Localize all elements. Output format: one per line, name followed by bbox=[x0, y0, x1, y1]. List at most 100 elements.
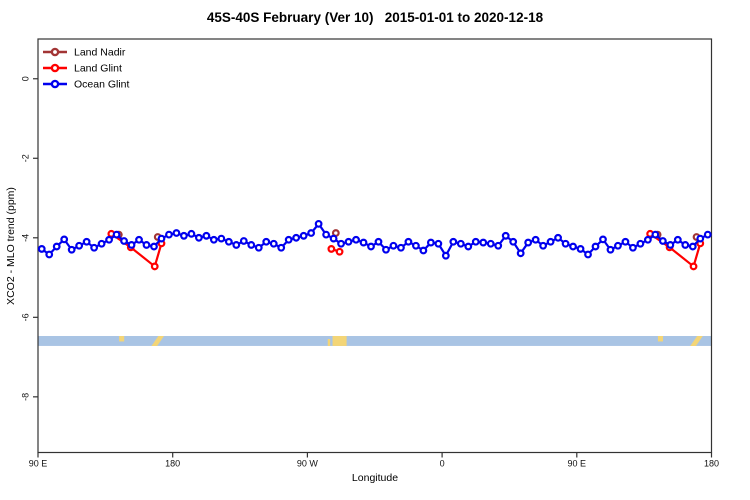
legend-marker bbox=[50, 63, 60, 73]
data-point bbox=[509, 237, 518, 246]
data-point bbox=[621, 237, 630, 246]
data-point bbox=[546, 237, 555, 246]
data-point bbox=[569, 242, 577, 251]
data-point bbox=[591, 242, 600, 251]
x-axis-label: Longitude bbox=[351, 472, 399, 484]
land-patch bbox=[690, 336, 703, 346]
data-point bbox=[389, 241, 398, 250]
y-tick-label: -4 bbox=[21, 234, 31, 242]
data-point bbox=[299, 231, 308, 240]
data-point bbox=[165, 230, 173, 239]
legend-marker bbox=[50, 47, 60, 57]
data-point bbox=[322, 230, 331, 239]
data-point bbox=[397, 243, 405, 252]
map-band bbox=[38, 336, 712, 346]
data-point bbox=[352, 235, 360, 244]
data-point bbox=[456, 239, 465, 248]
data-point bbox=[269, 239, 278, 248]
data-point bbox=[359, 238, 368, 247]
data-point bbox=[576, 245, 585, 253]
data-point bbox=[135, 235, 143, 244]
data-point bbox=[434, 239, 443, 248]
y-tick-label: -6 bbox=[21, 313, 31, 321]
data-point bbox=[561, 239, 570, 248]
data-point bbox=[52, 242, 61, 251]
data-point bbox=[486, 239, 495, 248]
legend-item: Land Nadir bbox=[43, 47, 126, 59]
data-point bbox=[419, 246, 428, 255]
data-point bbox=[247, 241, 256, 249]
data-point bbox=[681, 241, 690, 249]
data-point bbox=[314, 219, 323, 228]
data-point bbox=[643, 235, 652, 244]
data-point bbox=[284, 235, 293, 244]
y-tick-label: 0 bbox=[21, 76, 31, 81]
data-point bbox=[516, 249, 525, 258]
data-point bbox=[127, 241, 136, 249]
data-point bbox=[142, 241, 151, 249]
data-point bbox=[75, 241, 84, 250]
data-point bbox=[464, 242, 473, 251]
x-tick-label: 180 bbox=[704, 459, 719, 469]
data-point bbox=[239, 237, 248, 245]
data-point bbox=[426, 238, 435, 247]
data-point bbox=[307, 229, 316, 237]
plot-box bbox=[37, 38, 713, 454]
legend-marker bbox=[50, 79, 60, 89]
data-point bbox=[696, 234, 705, 243]
data-point bbox=[335, 247, 344, 256]
data-point bbox=[614, 241, 622, 250]
data-point bbox=[224, 237, 233, 246]
data-point bbox=[688, 242, 697, 251]
data-point bbox=[524, 238, 533, 247]
data-point bbox=[37, 245, 46, 253]
data-point bbox=[67, 245, 76, 254]
data-point bbox=[374, 237, 383, 246]
legend-item-label: Land Nadir bbox=[74, 47, 126, 59]
x-tick-label: 180 bbox=[165, 459, 180, 469]
data-point bbox=[651, 230, 660, 239]
land-patch bbox=[657, 336, 664, 342]
data-point bbox=[105, 235, 113, 244]
data-point bbox=[344, 237, 353, 246]
data-point bbox=[172, 229, 181, 237]
data-point bbox=[449, 237, 458, 246]
data-point bbox=[539, 241, 548, 250]
data-point bbox=[60, 235, 69, 244]
ocean-glint-series bbox=[37, 219, 712, 260]
legend: Land Nadir Land Glint Ocean Glint bbox=[43, 47, 130, 91]
x-tick-label: 90 E bbox=[568, 459, 587, 469]
y-tick-label: -8 bbox=[21, 393, 31, 401]
x-tick-label: 0 bbox=[440, 459, 445, 469]
data-point bbox=[636, 239, 645, 248]
data-point bbox=[606, 245, 615, 254]
data-point bbox=[584, 250, 592, 259]
data-point bbox=[599, 235, 607, 244]
data-point bbox=[471, 237, 480, 246]
data-point bbox=[404, 237, 413, 246]
data-point bbox=[217, 234, 226, 243]
data-point bbox=[327, 245, 336, 253]
data-point bbox=[180, 231, 188, 240]
data-point bbox=[150, 262, 159, 271]
data-point bbox=[187, 229, 196, 238]
land-patch bbox=[327, 338, 331, 346]
data-point bbox=[329, 234, 338, 243]
land-patch bbox=[332, 336, 347, 346]
data-point bbox=[90, 243, 99, 252]
data-point bbox=[232, 241, 241, 249]
data-point bbox=[703, 230, 712, 239]
data-point bbox=[441, 251, 450, 260]
legend-item-label: Ocean Glint bbox=[74, 79, 130, 91]
data-point bbox=[412, 241, 420, 250]
data-point bbox=[666, 241, 675, 249]
data-point bbox=[112, 230, 121, 239]
data-point bbox=[501, 231, 510, 240]
data-point bbox=[337, 239, 345, 248]
data-point bbox=[277, 243, 286, 252]
data-point bbox=[658, 237, 667, 245]
legend-item-label: Land Glint bbox=[74, 63, 122, 75]
data-point bbox=[254, 243, 263, 252]
